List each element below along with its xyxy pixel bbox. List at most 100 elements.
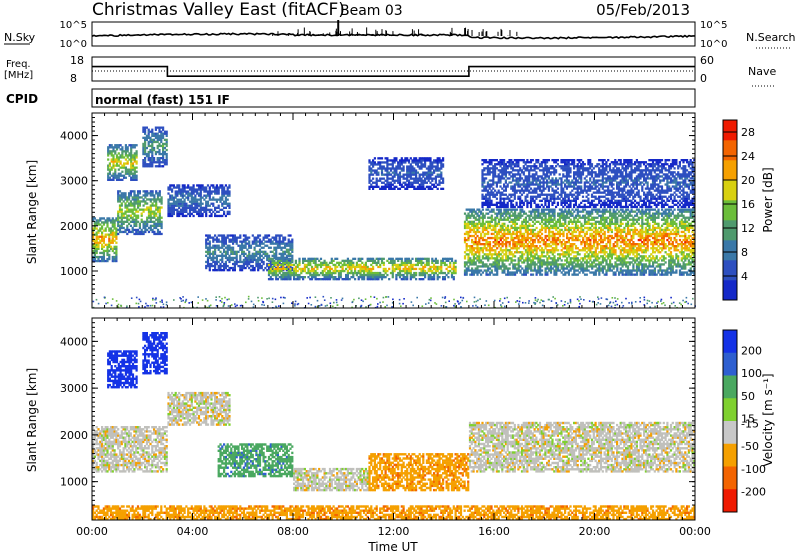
power-echo-cell [108, 253, 111, 257]
power-echo-cell [142, 136, 145, 139]
power-echo-cell [232, 256, 235, 260]
power-echo-cell [447, 271, 450, 275]
power-echo-cell [574, 230, 578, 234]
power-echo-cell [359, 259, 362, 262]
power-echo-cell [519, 228, 522, 232]
power-echo-cell [197, 184, 201, 187]
power-echo-cell [219, 258, 222, 262]
power-echo-cell [92, 239, 95, 242]
power-echo-cell [158, 208, 161, 211]
power-echo-cell [233, 260, 236, 264]
power-echo-cell [555, 228, 558, 232]
power-echo-cell [212, 264, 215, 268]
power-echo-cell [319, 278, 323, 281]
power-echo-cell [420, 261, 423, 264]
power-echo-cell [332, 269, 335, 273]
power-echo-cell [123, 176, 126, 179]
power-echo-cell [174, 190, 177, 193]
power-echo-cell [101, 237, 104, 240]
power-echo-cell [474, 210, 477, 213]
power-echo-cell [192, 202, 195, 205]
power-echo-cell [206, 236, 210, 239]
power-echo-cell [179, 208, 183, 211]
power-echo-cell [526, 269, 529, 272]
power-echo-cell [163, 152, 166, 156]
power-echo-cell [253, 242, 256, 245]
power-echo-cell [436, 261, 439, 264]
power-echo-cell [149, 224, 152, 227]
power-echo-cell [372, 273, 375, 277]
power-echo-cell [149, 190, 152, 193]
power-echo-cell [149, 216, 152, 219]
power-echo-cell [334, 278, 337, 281]
power-echo-cell [282, 267, 285, 271]
power-echo-cell [276, 278, 279, 281]
power-echo-cell [121, 174, 124, 177]
power-echo-cell [391, 177, 394, 180]
power-echo-cell [158, 220, 161, 223]
power-echo-cell [519, 269, 522, 272]
power-echo-cell [158, 216, 161, 219]
power-echo-cell [147, 226, 151, 230]
power-echo-cell [169, 214, 172, 218]
power-echo-cell [197, 192, 201, 195]
power-echo-cell [517, 218, 520, 221]
power-echo-cell [515, 208, 518, 211]
power-echo-cell [228, 248, 231, 251]
power-echo-cell [487, 269, 490, 272]
power-echo-cell [438, 267, 441, 271]
power-echo-cell [212, 254, 215, 257]
power-echo-cell [539, 267, 542, 270]
power-echo-cell [133, 196, 136, 199]
power-echo-cell [104, 249, 107, 253]
power-echo-cell [165, 161, 168, 164]
power-echo-cell [160, 134, 163, 137]
power-echo-cell [452, 267, 455, 271]
power-echo-cell [533, 212, 536, 215]
power-echo-cell [249, 269, 253, 272]
power-echo-cell [409, 267, 412, 271]
power-echo-cell [544, 228, 547, 232]
power-echo-cell [379, 163, 382, 166]
power-echo-cell [144, 190, 147, 193]
power-echo-cell [142, 230, 145, 234]
power-echo-cell [251, 242, 254, 245]
power-echo-cell [580, 222, 583, 225]
power-echo-cell [165, 130, 168, 133]
power-echo-cell [155, 192, 158, 195]
power-echo-cell [310, 269, 314, 273]
power-echo-cell [153, 224, 156, 227]
power-echo-cell [188, 194, 192, 197]
power-echo-cell [530, 253, 533, 256]
power-echo-cell [278, 271, 281, 275]
power-echo-cell [422, 269, 425, 273]
power-echo-cell [219, 208, 222, 211]
power-echo-cell [214, 192, 217, 195]
power-echo-cell [101, 239, 104, 242]
power-echo-cell [160, 220, 163, 223]
power-echo-cell [178, 214, 181, 218]
power-echo-cell [510, 261, 513, 264]
power-echo-cell [119, 166, 122, 169]
power-echo-cell [179, 210, 183, 213]
power-echo-cell [246, 262, 249, 266]
power-echo-cell [267, 278, 271, 281]
power-echo-cell [505, 243, 508, 246]
power-echo-cell [585, 241, 588, 244]
power-echo-cell [223, 210, 226, 213]
power-echo-cell [328, 276, 332, 279]
power-echo-cell [389, 261, 393, 264]
power-echo-cell [196, 212, 199, 216]
power-echo-cell [275, 246, 278, 249]
power-echo-cell [512, 253, 515, 256]
power-echo-cell [585, 232, 588, 236]
power-echo-cell [214, 234, 217, 237]
power-echo-cell [494, 249, 497, 252]
power-echo-cell [151, 212, 154, 215]
power-echo-cell [158, 161, 161, 164]
power-echo-cell [346, 278, 349, 281]
power-echo-cell [375, 263, 378, 267]
power-echo-cell [190, 208, 193, 211]
power-echo-cell [355, 261, 358, 264]
power-echo-cell [224, 240, 227, 243]
